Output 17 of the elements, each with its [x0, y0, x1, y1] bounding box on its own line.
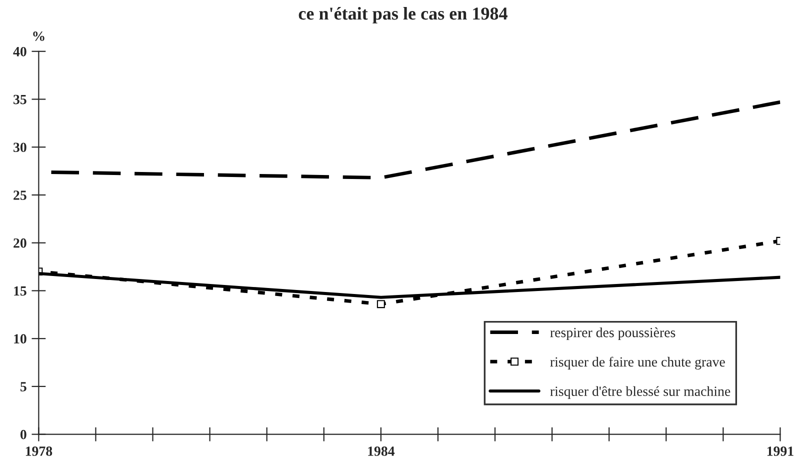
y-tick-label: 0	[20, 430, 26, 440]
y-tick-label: 20	[14, 238, 26, 248]
legend-label: respirer des poussières	[550, 327, 676, 340]
y-tick-label: 40	[13, 46, 26, 56]
y-tick-label: 35	[14, 94, 26, 104]
legend-label: risquer de faire une chute grave	[550, 356, 725, 370]
y-tick-label: 30	[14, 142, 26, 152]
y-tick-label: 25	[14, 190, 26, 200]
y-tick-label: 10	[14, 334, 26, 344]
x-tick-label: 1978	[26, 446, 52, 456]
y-tick-label: 15	[14, 286, 26, 296]
y-tick-label: 5	[20, 382, 26, 392]
x-tick-label: 1984	[368, 446, 395, 456]
y-axis-title: %	[33, 32, 44, 41]
chart-title: ce n'était pas le cas en 1984	[298, 7, 508, 24]
legend-label: risquer d'être blessé sur machine	[550, 386, 730, 399]
x-tick-label: 1991	[767, 446, 794, 456]
